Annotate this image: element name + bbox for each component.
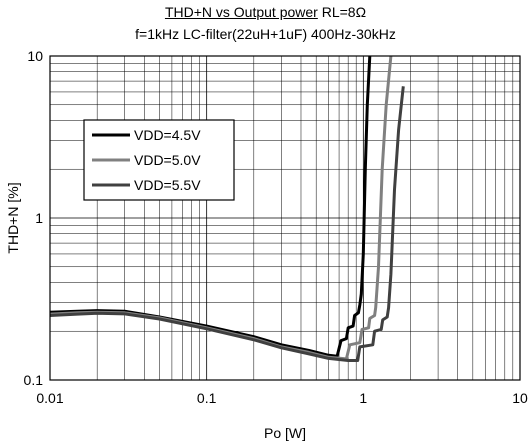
legend-label: VDD=5.0V: [134, 152, 201, 168]
x-tick-label: 0.01: [36, 390, 63, 406]
series-line-3: [49, 86, 405, 362]
series-group: [49, 55, 405, 362]
chart-title-rest: RL=8Ω: [317, 4, 367, 20]
tick-labels: 0.01 0.1 1 10 0.1 1 10: [24, 48, 528, 406]
y-tick-label: 1: [35, 210, 43, 226]
y-axis-label: THD+N [%]: [5, 182, 21, 253]
chart-title: THD+N vs Output power RL=8Ω: [0, 4, 531, 21]
plot-frame: [49, 55, 521, 381]
grid: [49, 56, 520, 381]
y-tick-label: 0.1: [24, 372, 44, 388]
x-tick-label: 1: [359, 390, 367, 406]
x-tick-label: 0.1: [197, 390, 217, 406]
x-tick-label: 10: [512, 390, 528, 406]
legend: VDD=4.5V VDD=5.0V VDD=5.5V: [83, 119, 235, 201]
y-tick-label: 10: [27, 48, 43, 64]
legend-label: VDD=4.5V: [134, 127, 201, 143]
x-axis-label: Po [W]: [264, 425, 306, 441]
chart-subtitle: f=1kHz LC-filter(22uH+1uF) 400Hz-30kHz: [135, 26, 396, 42]
chart-title-main: THD+N vs Output power: [164, 4, 318, 20]
legend-label: VDD=5.5V: [134, 177, 201, 193]
